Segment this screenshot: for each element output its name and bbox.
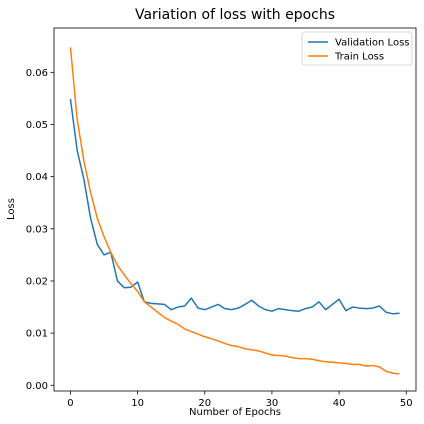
y-tick-label: 0.01 [26,329,48,340]
y-tick-label: 0.03 [26,224,48,235]
y-tick-label: 0.00 [26,381,48,392]
series-line-0 [69,98,400,315]
y-tick-label: 0.04 [26,172,48,183]
y-axis: 0.00 0.01 0.02 0.03 0.04 0.05 0.06 [26,68,54,392]
x-tick-label: 0 [67,398,73,409]
series-lines [69,47,400,375]
chart-title: Variation of loss with epochs [135,7,335,23]
x-tick-label: 30 [266,398,279,409]
y-tick-label: 0.02 [26,276,48,287]
legend-label-0: Validation Loss [335,38,410,49]
plot-frame [53,27,417,392]
legend-label-1: Train Loss [334,52,384,63]
legend: Validation Loss Train Loss [301,31,413,66]
x-axis: 0 10 20 30 40 50 [67,391,413,409]
y-tick-label: 0.06 [26,68,48,79]
x-tick-label: 50 [400,398,413,409]
legend-box [301,31,413,66]
x-tick-label: 10 [131,398,144,409]
y-tick-label: 0.05 [26,120,48,131]
y-axis-label: Loss [6,198,17,220]
series-line-1 [69,47,400,375]
x-tick-label: 40 [333,398,346,409]
x-axis-label: Number of Epochs [189,407,281,418]
x-tick-label: 20 [198,398,211,409]
